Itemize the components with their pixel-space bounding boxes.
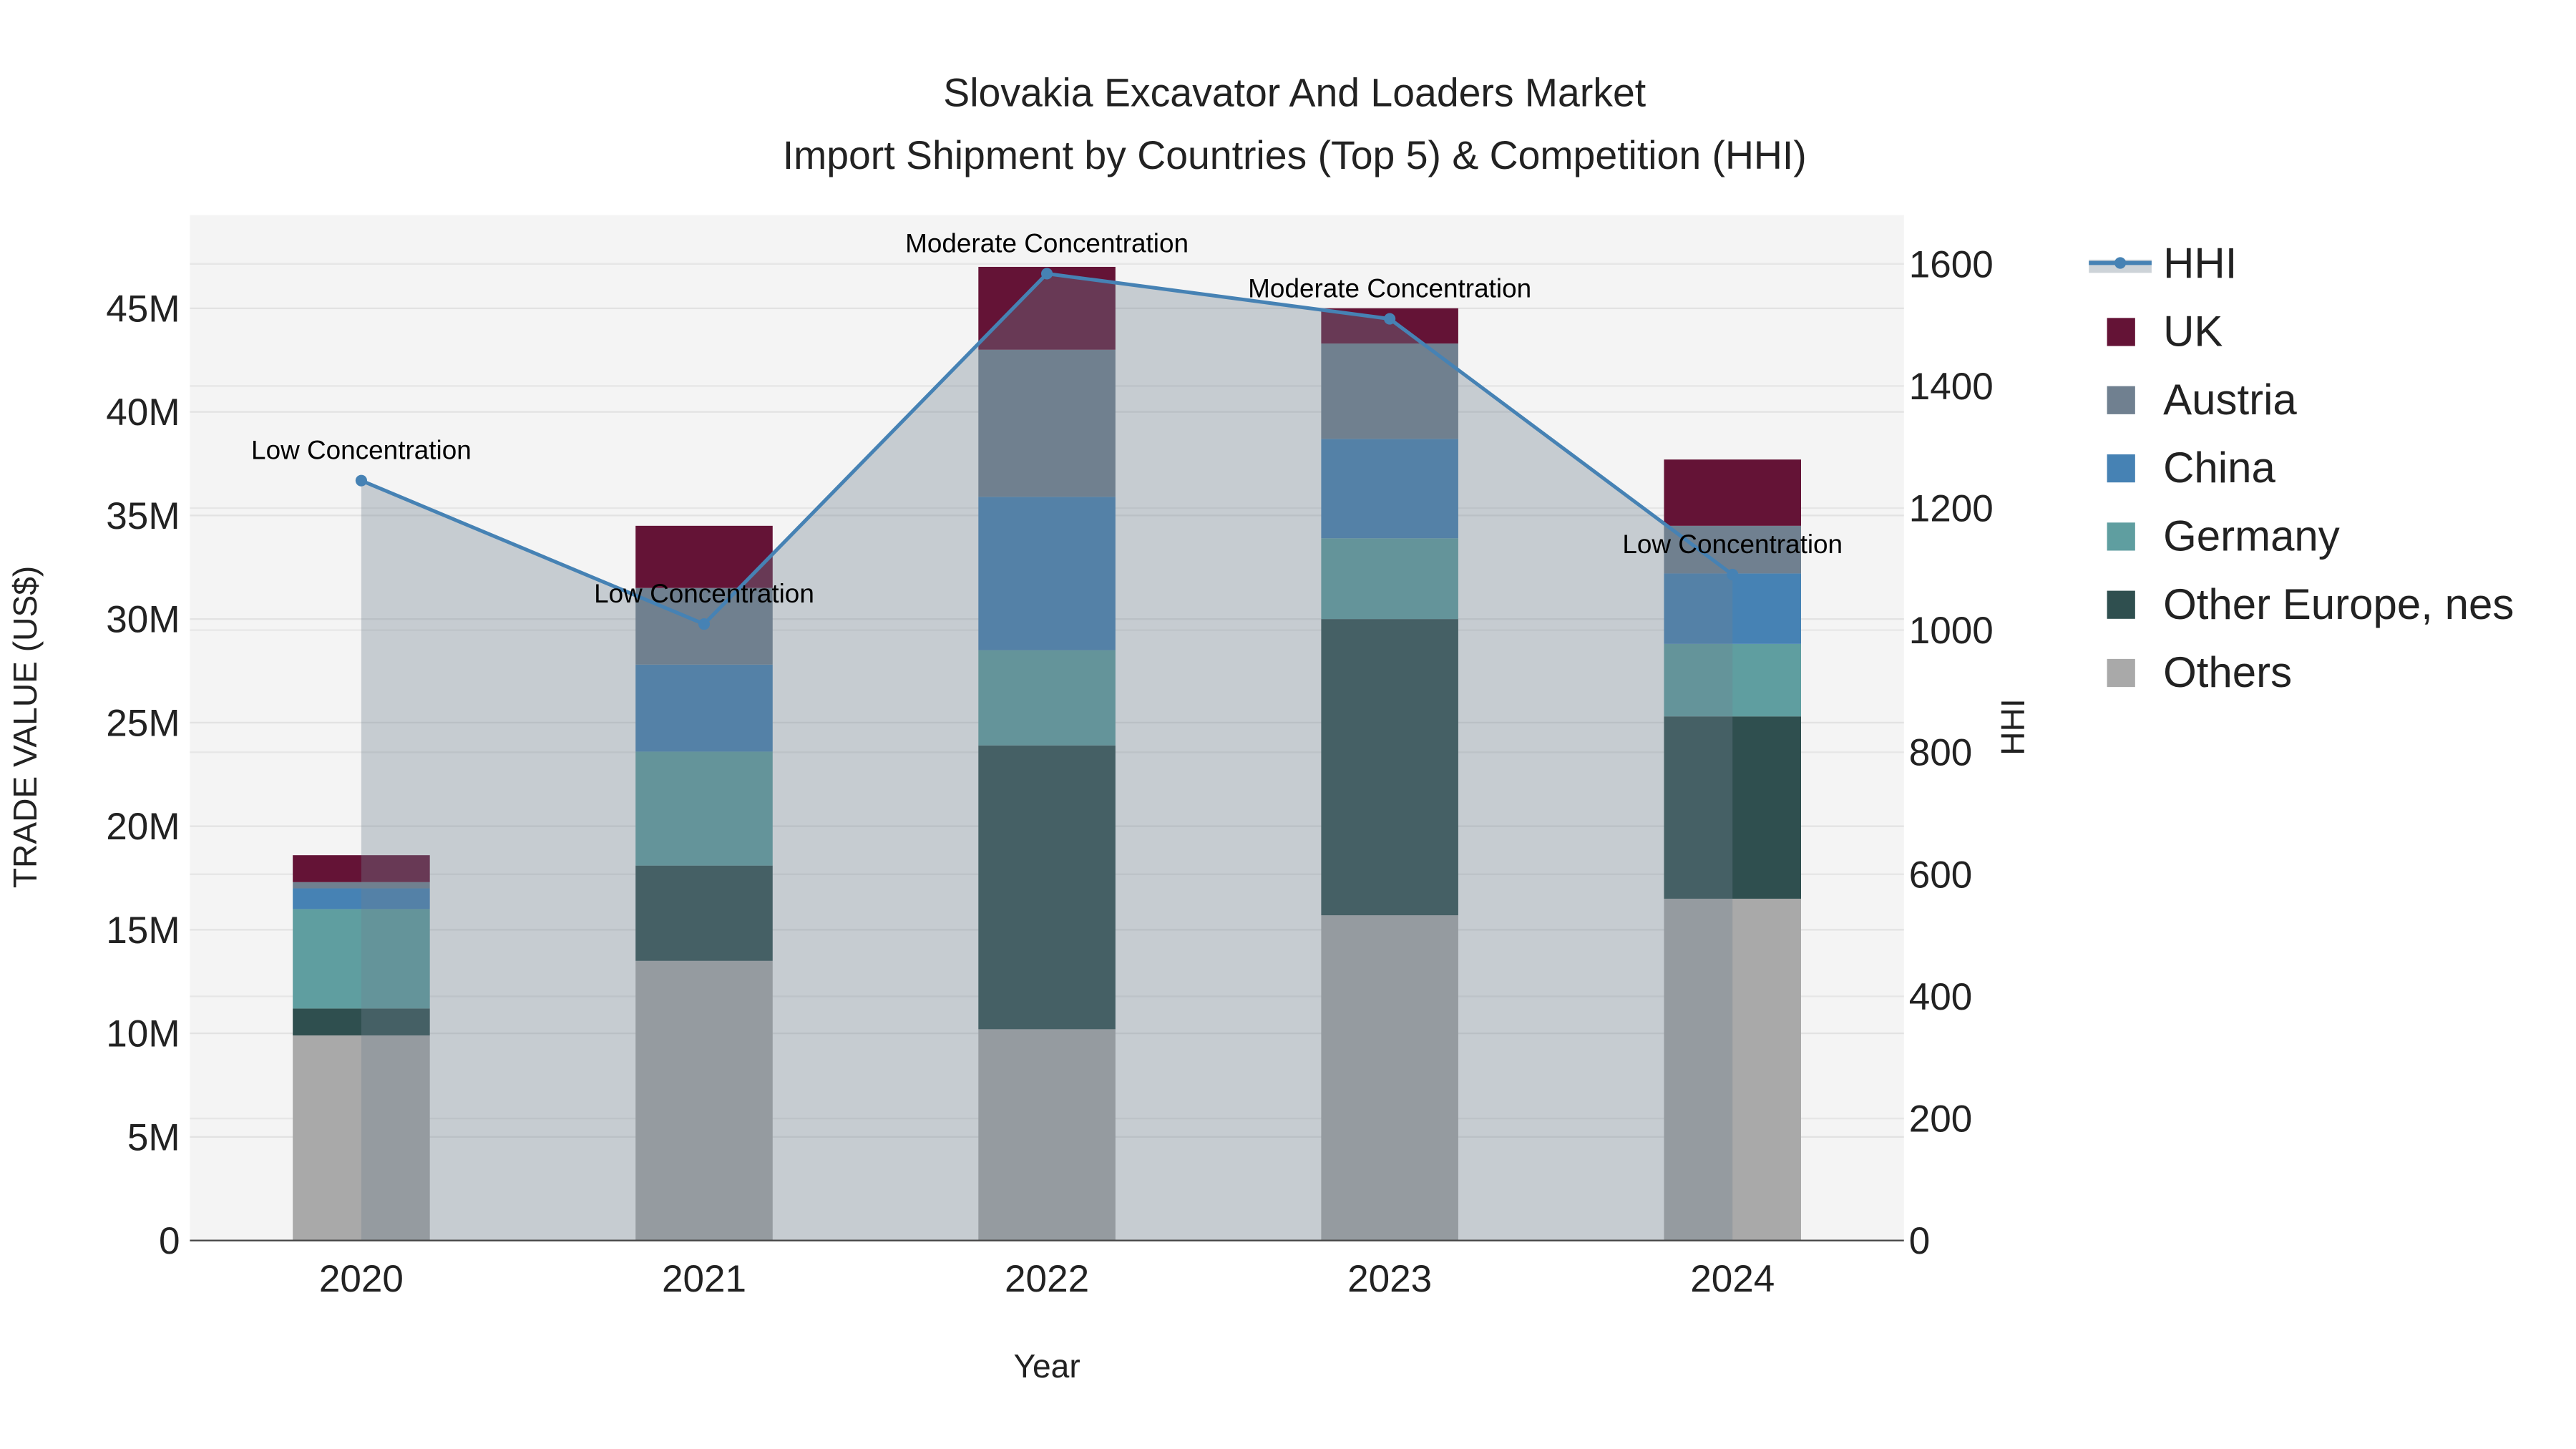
hhi-point (698, 618, 711, 630)
hhi-annotation: Low Concentration (251, 436, 472, 465)
y2-tick-label: 1200 (1909, 487, 1994, 530)
legend-label: Others (2163, 648, 2292, 696)
x-tick-label: 2021 (662, 1258, 746, 1300)
legend-label: UK (2163, 308, 2223, 356)
chart-subtitle: Import Shipment by Countries (Top 5) & C… (783, 133, 1807, 177)
hhi-point (1727, 568, 1739, 581)
x-tick-label: 2023 (1347, 1258, 1432, 1300)
hhi-point (1041, 268, 1053, 280)
hhi-point (355, 474, 367, 487)
legend-hhi-marker (2114, 257, 2127, 269)
y-tick-label: 10M (106, 1013, 180, 1055)
bar-others-2023 (1321, 915, 1458, 1241)
bar-china-2020 (293, 888, 430, 909)
y-tick-label: 20M (106, 806, 180, 848)
legend-swatch-china (2107, 454, 2135, 483)
bar-germany-2024 (1664, 643, 1801, 717)
legend-swatch-germany (2107, 522, 2135, 551)
y2-tick-label: 1400 (1909, 366, 1994, 408)
y-tick-label: 25M (106, 702, 180, 744)
hhi-annotation: Low Concentration (1622, 530, 1843, 559)
bar-germany-2021 (635, 751, 773, 866)
x-tick-label: 2024 (1690, 1258, 1775, 1300)
y2-tick-label: 400 (1909, 976, 1973, 1018)
bar-china-2024 (1664, 573, 1801, 644)
hhi-annotation: Moderate Concentration (1248, 274, 1531, 303)
bar-china-2022 (978, 497, 1116, 650)
hhi-point (1384, 313, 1396, 325)
x-tick-label: 2022 (1005, 1258, 1089, 1300)
legend-swatch-other-europe-nes (2107, 590, 2135, 619)
bar-other-europe-nes-2022 (978, 745, 1116, 1030)
hhi-area (361, 273, 1733, 1241)
legend-swatch-others (2107, 658, 2135, 688)
y2-tick-label: 1000 (1909, 610, 1994, 652)
bar-germany-2022 (978, 650, 1116, 746)
legend-label: HHI (2163, 239, 2237, 287)
bar-uk-2020 (293, 855, 430, 882)
bar-other-europe-nes-2024 (1664, 716, 1801, 899)
x-axis-title: Year (1013, 1347, 1080, 1385)
y-tick-label: 0 (159, 1220, 180, 1262)
legend-swatch-uk (2107, 318, 2135, 346)
y-tick-label: 45M (106, 288, 180, 330)
legend-label: Other Europe, nes (2163, 580, 2514, 628)
bar-other-europe-nes-2023 (1321, 619, 1458, 916)
y2-tick-label: 200 (1909, 1098, 1973, 1141)
legend-swatch-austria (2107, 386, 2135, 414)
bar-china-2023 (1321, 439, 1458, 539)
legend-label: Germany (2163, 512, 2340, 560)
x-tick-label: 2020 (319, 1258, 404, 1300)
y2-tick-label: 800 (1909, 732, 1973, 774)
y2-axis-title: HHI (1994, 698, 2031, 755)
legend: HHI UK Austria China Germany Other Europe, ne… (2089, 239, 2514, 696)
bar-austria-2022 (978, 349, 1116, 497)
legend-label: China (2163, 444, 2275, 492)
bar-china-2021 (635, 664, 773, 752)
y-tick-label: 5M (127, 1116, 180, 1158)
bar-others-2020 (293, 1035, 430, 1241)
y-tick-label: 30M (106, 599, 180, 641)
chart-title: Slovakia Excavator And Loaders Market (943, 70, 1646, 114)
bar-austria-2023 (1321, 343, 1458, 439)
bar-other-europe-nes-2021 (635, 865, 773, 961)
bar-austria-2020 (293, 882, 430, 889)
bar-uk-2024 (1664, 459, 1801, 526)
hhi-annotation: Low Concentration (594, 579, 814, 608)
bar-austria-2024 (1664, 525, 1801, 574)
bar-other-europe-nes-2020 (293, 1008, 430, 1036)
y-tick-label: 40M (106, 391, 180, 434)
y-axis-title: TRADE VALUE (US$) (6, 566, 44, 888)
bar-germany-2023 (1321, 538, 1458, 620)
bar-others-2021 (635, 960, 773, 1241)
y2-tick-label: 0 (1909, 1220, 1931, 1262)
bar-germany-2020 (293, 909, 430, 1009)
bar-others-2022 (978, 1029, 1116, 1241)
y2-tick-label: 1600 (1909, 243, 1994, 286)
legend-label: Austria (2163, 376, 2297, 424)
y-tick-label: 15M (106, 909, 180, 952)
hhi-annotation: Moderate Concentration (905, 228, 1189, 258)
y2-tick-label: 600 (1909, 854, 1973, 896)
y-tick-label: 35M (106, 495, 180, 537)
bar-others-2024 (1664, 898, 1801, 1241)
